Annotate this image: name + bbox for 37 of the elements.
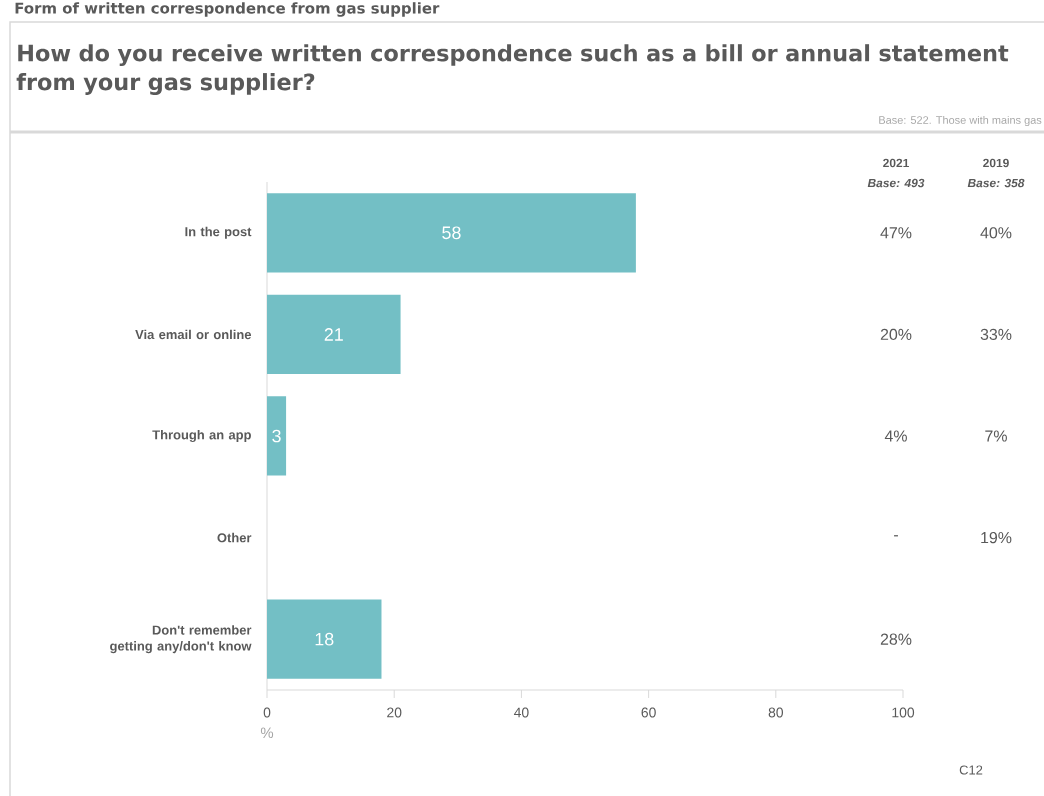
annotation: - — [894, 535, 898, 537]
annotation: 20% — [880, 328, 912, 341]
data-label: 21 — [324, 328, 343, 341]
text: Base: 358 — [967, 178, 1025, 188]
text: C12 — [959, 765, 983, 775]
annotation: Base: 493 — [867, 178, 925, 188]
x-tick-label: 60 — [641, 707, 656, 718]
bar — [267, 396, 287, 476]
y-tick-label: In the post — [185, 226, 252, 239]
text: 40% — [980, 227, 1012, 239]
text: Form of written correspondence from gas supplier — [15, 2, 440, 17]
text: 2019 — [983, 158, 1009, 168]
annotation: 28% — [880, 633, 912, 645]
annotation: 47% — [880, 227, 912, 239]
y-tick-label: Other — [217, 532, 252, 543]
y-tick-label: Through an app — [152, 429, 251, 443]
text: 2021 — [883, 158, 909, 168]
x-tick-label: 0 — [263, 707, 271, 718]
bar — [267, 294, 401, 375]
text: 19% — [981, 531, 1012, 544]
x-tick-label: 80 — [768, 707, 784, 718]
x-tick-label: 20 — [387, 707, 402, 718]
data-label: 18 — [315, 632, 334, 646]
bar — [267, 193, 636, 273]
bar — [267, 599, 382, 679]
y-tick-label: Via email or online — [135, 329, 252, 340]
x-axis-title: % — [260, 727, 274, 738]
x-tick-label: 100 — [892, 707, 915, 718]
text: Base: 522. Those with mains gas — [879, 115, 1042, 127]
chart-title: How do you receive written correspondence such as a bill or annual statement from your gas supplier? — [16, 44, 1009, 95]
y-tick-label: Don't remember getting any/don't know — [110, 625, 252, 654]
annotation: 4% — [884, 430, 907, 442]
data-label: 58 — [442, 226, 461, 240]
text: 7% — [985, 430, 1007, 442]
data-label: 3 — [272, 429, 281, 443]
x-tick-label: 40 — [513, 707, 529, 718]
text: 33% — [980, 328, 1012, 341]
